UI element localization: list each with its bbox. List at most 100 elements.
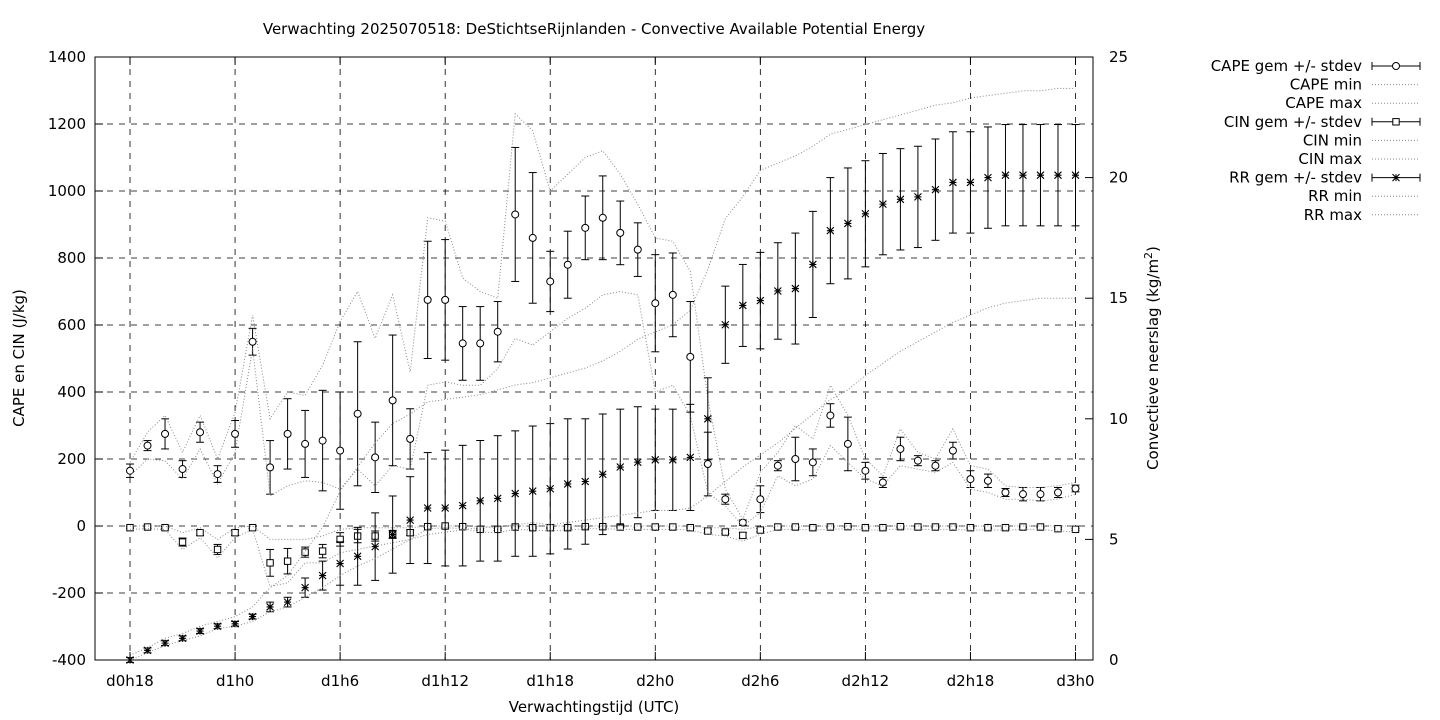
legend-label: CAPE min: [1290, 76, 1362, 94]
cape-gem-stdev-point: [336, 391, 345, 510]
cin-gem-stdev-marker: [809, 523, 817, 532]
x-tick-label: d1h0: [216, 672, 254, 690]
cape-gem-stdev-marker: [808, 458, 817, 467]
cin-gem-stdev-marker: [301, 548, 309, 556]
cape-gem-stdev-point: [196, 421, 205, 443]
cin-gem-stdev-point: [826, 523, 835, 531]
rr-gem-stdev-marker: [843, 219, 852, 228]
cin-gem-stdev-marker: [774, 523, 782, 531]
rr-gem-stdev-point: [773, 242, 782, 340]
cin-gem-stdev-point: [651, 523, 660, 531]
rr-gem-stdev-point: [651, 408, 660, 511]
cin-gem-stdev-marker: [318, 547, 327, 555]
cape-gem-stdev-point: [441, 239, 450, 361]
cape-gem-stdev-point: [458, 306, 467, 381]
cape-gem-stdev-point: [213, 465, 222, 483]
rr-gem-stdev-point: [861, 160, 870, 268]
rr-gem-stdev-marker: [773, 287, 782, 295]
rr-gem-stdev-point: [336, 541, 345, 586]
rr-gem-stdev-point: [406, 476, 415, 565]
x-tick-label: d2h18: [947, 672, 995, 690]
x-tick-label: d1h18: [526, 672, 574, 690]
cape-gem-stdev-marker: [371, 453, 380, 462]
cin-gem-stdev-point: [948, 523, 957, 531]
cin-gem-stdev-point: [791, 523, 800, 531]
cape-gem-stdev-point: [161, 418, 170, 450]
cin-gem-stdev-marker: [861, 523, 870, 532]
cape-gem-stdev-marker: [546, 277, 555, 286]
cape-gem-stdev-point: [1018, 486, 1027, 502]
cape-gem-stdev-marker: [1018, 490, 1027, 499]
rr-gem-stdev-point: [161, 639, 170, 648]
x-axis-label: Verwachtingstijd (UTC): [509, 698, 680, 716]
cin-gem-stdev-marker: [704, 527, 712, 535]
rr-gem-stdev-marker: [248, 612, 257, 621]
cape-gem-stdev-point: [843, 416, 852, 472]
cin-gem-stdev-marker: [161, 523, 169, 532]
axis-layer: -400 -200 0 200 400 600 800 1000 1200 1400 0 5 10 15 2…: [48, 48, 1128, 690]
cin-gem-stdev-marker: [1036, 523, 1045, 531]
cin-gem-stdev-point: [703, 527, 712, 535]
rr-gem-stdev-point: [931, 138, 940, 241]
cape-gem-stdev-point: [948, 441, 957, 460]
rr-gem-stdev-point: [1071, 124, 1080, 227]
cape-gem-stdev-point: [546, 250, 555, 313]
cape-gem-stdev-point: [861, 461, 870, 480]
y2-tick-label: 5: [1109, 530, 1119, 548]
cape-gem-stdev-point: [301, 409, 310, 478]
cin-gem-stdev-point: [283, 547, 292, 575]
cin-gem-stdev-marker: [931, 523, 940, 531]
cape-gem-stdev-point: [1053, 486, 1062, 499]
cin-max-line: [130, 525, 1076, 541]
rr-gem-stdev-marker: [458, 501, 467, 510]
y2-tick-label: 15: [1109, 289, 1128, 307]
cape-gem-stdev-marker: [791, 455, 800, 463]
cin-gem-stdev-point: [126, 523, 135, 532]
cape-gem-stdev-marker: [196, 428, 205, 437]
cape-gem-stdev-marker: [773, 461, 782, 470]
legend-label: RR max: [1304, 206, 1362, 224]
rr-gem-stdev-marker: [1036, 171, 1045, 180]
cape-gem-stdev-point: [406, 408, 415, 470]
cin-gem-stdev-point: [1018, 523, 1027, 531]
cin-gem-stdev-marker: [739, 531, 747, 540]
grid-lines: [95, 57, 1093, 660]
cape-gem-stdev-point: [528, 172, 537, 304]
cin-gem-stdev-marker: [721, 528, 730, 536]
rr-gem-stdev-point: [843, 167, 852, 280]
rr-gem-stdev-point: [1001, 124, 1010, 227]
rr-gem-stdev-point: [493, 435, 502, 562]
cape-gem-stdev-marker: [861, 466, 870, 475]
cape-gem-stdev-point: [1001, 487, 1010, 498]
rr-gem-stdev-point: [878, 152, 887, 256]
cape-gem-stdev-point: [686, 301, 695, 413]
cape-gem-stdev-marker: [213, 470, 222, 479]
rr-gem-stdev-marker: [984, 173, 992, 182]
rr-gem-stdev-point: [248, 612, 257, 621]
rr-gem-stdev-marker: [1071, 171, 1080, 180]
y2-tick-label: 10: [1109, 410, 1128, 428]
cin-gem-stdev-point: [878, 523, 887, 532]
legend-label: CAPE max: [1285, 94, 1362, 112]
cape-gem-stdev-point: [231, 419, 240, 448]
cin-gem-stdev-marker: [231, 529, 239, 537]
cin-gem-stdev-marker: [669, 523, 677, 531]
cape-gem-stdev-point: [808, 448, 817, 477]
cin-gem-stdev-marker: [966, 523, 975, 532]
cape-gem-stdev-point: [1036, 486, 1045, 502]
x-tick-label: d2h0: [636, 672, 674, 690]
cape-gem-stdev-marker: [458, 339, 467, 348]
cape-gem-stdev-point: [283, 398, 292, 470]
rr-gem-stdev-marker: [1001, 171, 1010, 180]
rr-gem-stdev-point: [546, 423, 555, 555]
cape-gem-stdev-point: [598, 175, 607, 261]
cape-gem-stdev-point: [388, 334, 397, 467]
cape-gem-stdev-point: [178, 460, 187, 478]
cin-gem-stdev-marker: [914, 523, 922, 531]
x-tick-label: d3h0: [1056, 672, 1094, 690]
cape-gem-stdev-marker: [721, 495, 730, 504]
rr-gem-stdev-marker: [633, 458, 642, 467]
cape-gem-stdev-marker: [161, 429, 170, 438]
y-tick-label: -200: [52, 584, 86, 602]
